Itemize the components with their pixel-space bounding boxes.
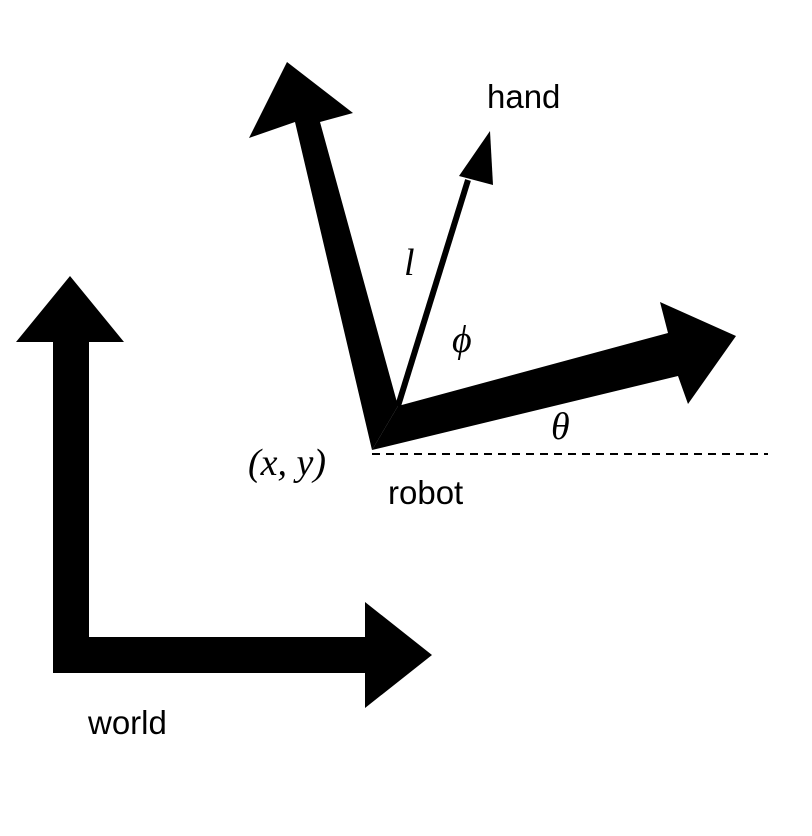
theta-label: θ (551, 406, 570, 448)
robot-x-axis-arrow (372, 302, 736, 450)
hand-vector-arrowhead (459, 131, 493, 185)
robot-y-axis-arrow (249, 62, 398, 450)
robot-frame (249, 62, 736, 450)
length-label: l (404, 242, 415, 284)
robot-label: robot (388, 474, 463, 511)
hand-vector-shaft (395, 179, 471, 407)
world-label: world (87, 704, 167, 741)
hand-label: hand (487, 78, 560, 115)
phi-label: ϕ (452, 319, 472, 361)
world-frame (16, 276, 432, 708)
world-x-axis-arrow (53, 602, 432, 708)
hand-vector (395, 131, 493, 407)
position-label: (x, y) (248, 442, 326, 484)
world-y-axis-arrow (16, 276, 124, 673)
